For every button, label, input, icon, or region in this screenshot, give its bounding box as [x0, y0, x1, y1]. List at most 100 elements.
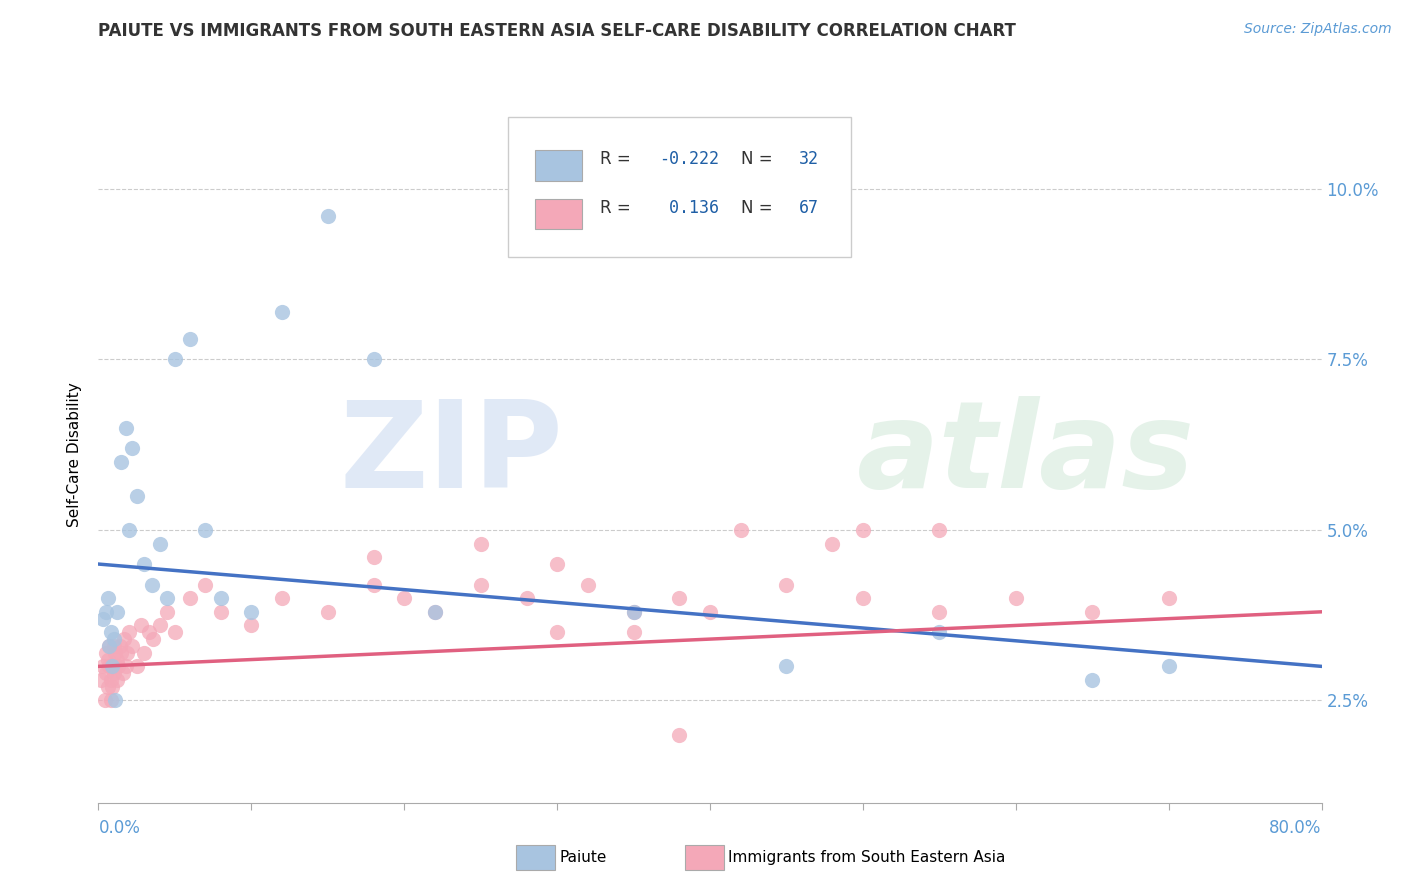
Point: [194, 523, 217, 537]
Text: atlas: atlas: [856, 396, 1195, 514]
Text: N =: N =: [741, 150, 778, 169]
Text: -0.222: -0.222: [658, 150, 718, 169]
Point: [134, 557, 156, 571]
Point: [852, 591, 875, 606]
Point: [1157, 591, 1180, 606]
Point: [98, 659, 121, 673]
Point: [623, 605, 645, 619]
Point: [138, 625, 160, 640]
Point: [270, 591, 292, 606]
Point: [623, 605, 645, 619]
Point: [100, 625, 122, 640]
Point: [104, 646, 127, 660]
Point: [316, 605, 339, 619]
Point: [93, 693, 115, 707]
Point: [118, 625, 141, 640]
Point: [97, 591, 120, 606]
Point: [470, 536, 492, 550]
Text: 0.0%: 0.0%: [98, 819, 141, 837]
Point: [928, 605, 950, 619]
Point: [928, 523, 950, 537]
Point: [209, 605, 232, 619]
FancyBboxPatch shape: [536, 199, 582, 229]
Text: Immigrants from South Eastern Asia: Immigrants from South Eastern Asia: [728, 850, 1005, 864]
Point: [100, 673, 122, 687]
Point: [91, 612, 114, 626]
Point: [105, 652, 128, 666]
Point: [149, 618, 172, 632]
Text: 80.0%: 80.0%: [1270, 819, 1322, 837]
Point: [470, 577, 492, 591]
Point: [576, 577, 599, 591]
Point: [107, 659, 129, 673]
Point: [94, 646, 117, 660]
Point: [775, 659, 797, 673]
Point: [316, 209, 339, 223]
Point: [115, 659, 138, 673]
Y-axis label: Self-Care Disability: Self-Care Disability: [67, 383, 83, 527]
Point: [142, 632, 165, 646]
Point: [134, 646, 156, 660]
Point: [100, 693, 122, 707]
Point: [699, 605, 721, 619]
Text: R =: R =: [600, 150, 636, 169]
Point: [363, 577, 385, 591]
Point: [129, 618, 152, 632]
Point: [141, 577, 163, 591]
Point: [94, 666, 117, 681]
Point: [423, 605, 446, 619]
Point: [111, 666, 134, 681]
Point: [852, 523, 875, 537]
Point: [179, 591, 201, 606]
Point: [209, 591, 232, 606]
Point: [97, 652, 120, 666]
Point: [101, 680, 124, 694]
Point: [516, 591, 538, 606]
Point: [546, 625, 568, 640]
Point: [179, 332, 201, 346]
Point: [104, 693, 127, 707]
Point: [623, 625, 645, 640]
Point: [668, 591, 690, 606]
Point: [125, 489, 148, 503]
Point: [110, 455, 132, 469]
Point: [91, 659, 114, 673]
Point: [115, 420, 138, 434]
Point: [125, 659, 148, 673]
Point: [363, 550, 385, 565]
Point: [270, 304, 292, 318]
FancyBboxPatch shape: [536, 150, 582, 181]
Point: [98, 639, 121, 653]
Point: [546, 557, 568, 571]
Text: PAIUTE VS IMMIGRANTS FROM SOUTH EASTERN ASIA SELF-CARE DISABILITY CORRELATION CH: PAIUTE VS IMMIGRANTS FROM SOUTH EASTERN …: [98, 22, 1017, 40]
Point: [121, 639, 143, 653]
Text: Source: ZipAtlas.com: Source: ZipAtlas.com: [1244, 22, 1392, 37]
Point: [101, 659, 124, 673]
Point: [240, 605, 263, 619]
Point: [1081, 673, 1104, 687]
Point: [1157, 659, 1180, 673]
Point: [1004, 591, 1026, 606]
Point: [118, 523, 141, 537]
Point: [105, 673, 128, 687]
Point: [121, 441, 143, 455]
Point: [363, 352, 385, 367]
Point: [149, 536, 172, 550]
FancyBboxPatch shape: [508, 118, 851, 257]
Point: [94, 605, 117, 619]
Point: [240, 618, 263, 632]
Text: 32: 32: [800, 150, 820, 169]
Point: [105, 605, 128, 619]
Point: [730, 523, 752, 537]
Point: [103, 639, 125, 653]
Point: [163, 352, 186, 367]
Point: [156, 591, 179, 606]
Point: [194, 577, 217, 591]
Point: [1081, 605, 1104, 619]
Point: [928, 625, 950, 640]
Point: [821, 536, 844, 550]
Text: N =: N =: [741, 199, 778, 217]
Text: 0.136: 0.136: [658, 199, 718, 217]
Text: R =: R =: [600, 199, 636, 217]
Point: [668, 728, 690, 742]
